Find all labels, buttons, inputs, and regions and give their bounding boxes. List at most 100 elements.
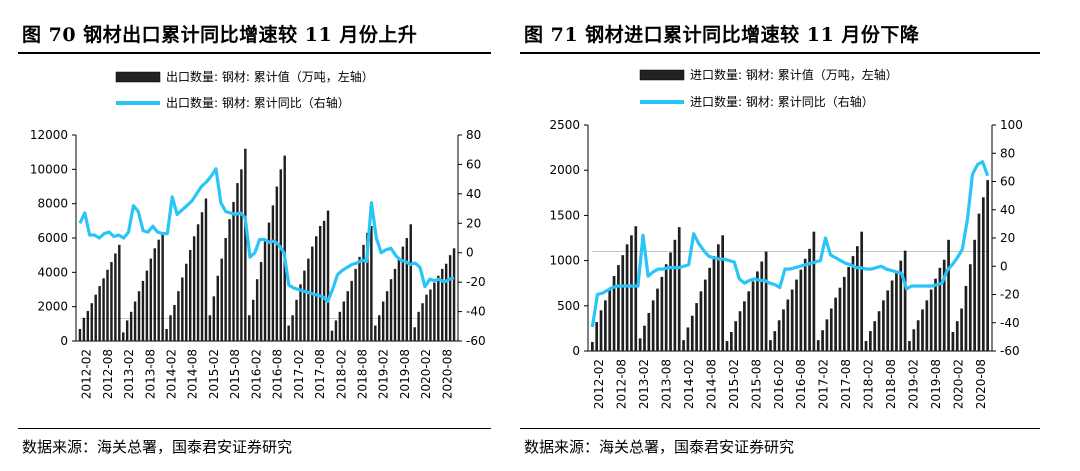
bar <box>882 300 885 351</box>
bar <box>760 261 764 351</box>
y-right-tick-label: 0 <box>1000 259 1008 273</box>
bar <box>621 255 625 351</box>
bar <box>417 311 420 341</box>
bar <box>921 309 924 351</box>
bar <box>799 269 803 351</box>
legend-bar-label: 进口数量: 钢材: 累计值（万吨，左轴） <box>690 67 898 82</box>
y-right-tick-label: -20 <box>1000 288 1020 302</box>
bar <box>634 226 638 351</box>
bar <box>169 315 172 341</box>
bar <box>137 291 141 341</box>
bar <box>977 213 981 351</box>
y-left-tick-label: 4000 <box>37 265 68 279</box>
bar <box>102 278 105 341</box>
bar <box>248 315 251 341</box>
bar <box>267 222 271 341</box>
bar <box>638 338 642 351</box>
bar <box>303 270 306 341</box>
bar <box>912 329 916 351</box>
bar <box>437 275 440 341</box>
bar <box>362 244 365 341</box>
bar <box>366 232 369 341</box>
bar <box>409 224 412 341</box>
y-left-tick-label: 12000 <box>30 128 68 142</box>
bar <box>808 248 811 351</box>
bar <box>370 225 373 341</box>
bar <box>855 246 859 351</box>
bar <box>669 252 672 351</box>
bar <box>590 341 594 351</box>
bar <box>389 279 393 341</box>
bar <box>240 169 243 341</box>
x-tick-label: 2014-02 <box>682 359 696 409</box>
bar <box>734 321 738 351</box>
y-right-tick-label: 80 <box>466 128 481 142</box>
bar <box>682 340 685 351</box>
title-rule <box>520 52 1040 54</box>
x-tick-label: 2020-02 <box>419 349 433 399</box>
bar <box>181 277 184 341</box>
bar <box>929 289 933 351</box>
bar <box>795 279 798 351</box>
y-right-tick-label: 80 <box>1000 146 1015 160</box>
x-tick-label: 2017-02 <box>292 349 306 399</box>
bar <box>973 239 976 351</box>
bar <box>660 276 664 351</box>
data-source: 数据来源：海关总署，国泰君安证券研究 <box>22 438 293 456</box>
bar <box>153 248 156 341</box>
bar <box>877 311 881 351</box>
bar <box>960 308 963 351</box>
bar <box>397 258 401 341</box>
bar <box>899 260 903 351</box>
bar <box>790 289 794 351</box>
bar <box>405 238 409 341</box>
bar <box>275 186 279 341</box>
bar <box>173 304 176 341</box>
bar <box>777 320 781 351</box>
bar <box>947 239 950 351</box>
bar <box>110 262 113 341</box>
bar <box>951 332 955 351</box>
bar <box>608 287 612 351</box>
x-tick-label: 2019-08 <box>398 349 412 399</box>
y-right-tick-label: -20 <box>466 275 486 289</box>
x-tick-label: 2015-02 <box>727 359 741 409</box>
bar <box>773 331 777 351</box>
y-left-tick-label: 1000 <box>549 254 580 268</box>
y-right-tick-label: 60 <box>466 157 481 171</box>
bar <box>141 280 145 341</box>
bar <box>851 256 855 351</box>
bar <box>968 264 972 351</box>
x-tick-label: 2012-02 <box>592 359 606 409</box>
bar <box>664 264 668 351</box>
bar <box>263 241 267 341</box>
bar <box>643 325 646 351</box>
bar <box>334 320 338 341</box>
bar <box>378 315 381 341</box>
y-right-tick-label: -60 <box>466 334 486 348</box>
bar <box>374 325 377 341</box>
bar <box>595 322 599 351</box>
bar <box>358 256 361 341</box>
bar <box>743 301 746 351</box>
y-left-tick-label: 2500 <box>549 118 580 132</box>
bar <box>895 270 898 351</box>
chart-panel-right: 图 71 钢材进口累计同比增速较 11 月份下降 进口数量: 钢材: 累计值（万… <box>520 0 1040 471</box>
legend: 进口数量: 钢材: 累计值（万吨，左轴） 进口数量: 钢材: 累计同比（右轴） <box>639 67 898 109</box>
y-left-tick-label: 500 <box>557 299 580 313</box>
bar <box>315 236 318 341</box>
x-tick-label: 2020-08 <box>440 349 454 399</box>
bar <box>118 244 121 341</box>
bar <box>287 325 290 341</box>
bar <box>873 321 877 351</box>
bar <box>279 169 283 341</box>
x-tick-label: 2016-08 <box>271 349 285 399</box>
y-left-tick-label: 6000 <box>37 231 68 245</box>
x-tick-label: 2016-08 <box>794 359 808 409</box>
x-tick-label: 2018-08 <box>356 349 370 399</box>
bar <box>291 315 294 341</box>
legend-bar-swatch <box>639 69 685 81</box>
data-source: 数据来源：海关总署，国泰君安证券研究 <box>524 438 795 456</box>
bar <box>401 246 405 341</box>
bar <box>228 219 231 341</box>
